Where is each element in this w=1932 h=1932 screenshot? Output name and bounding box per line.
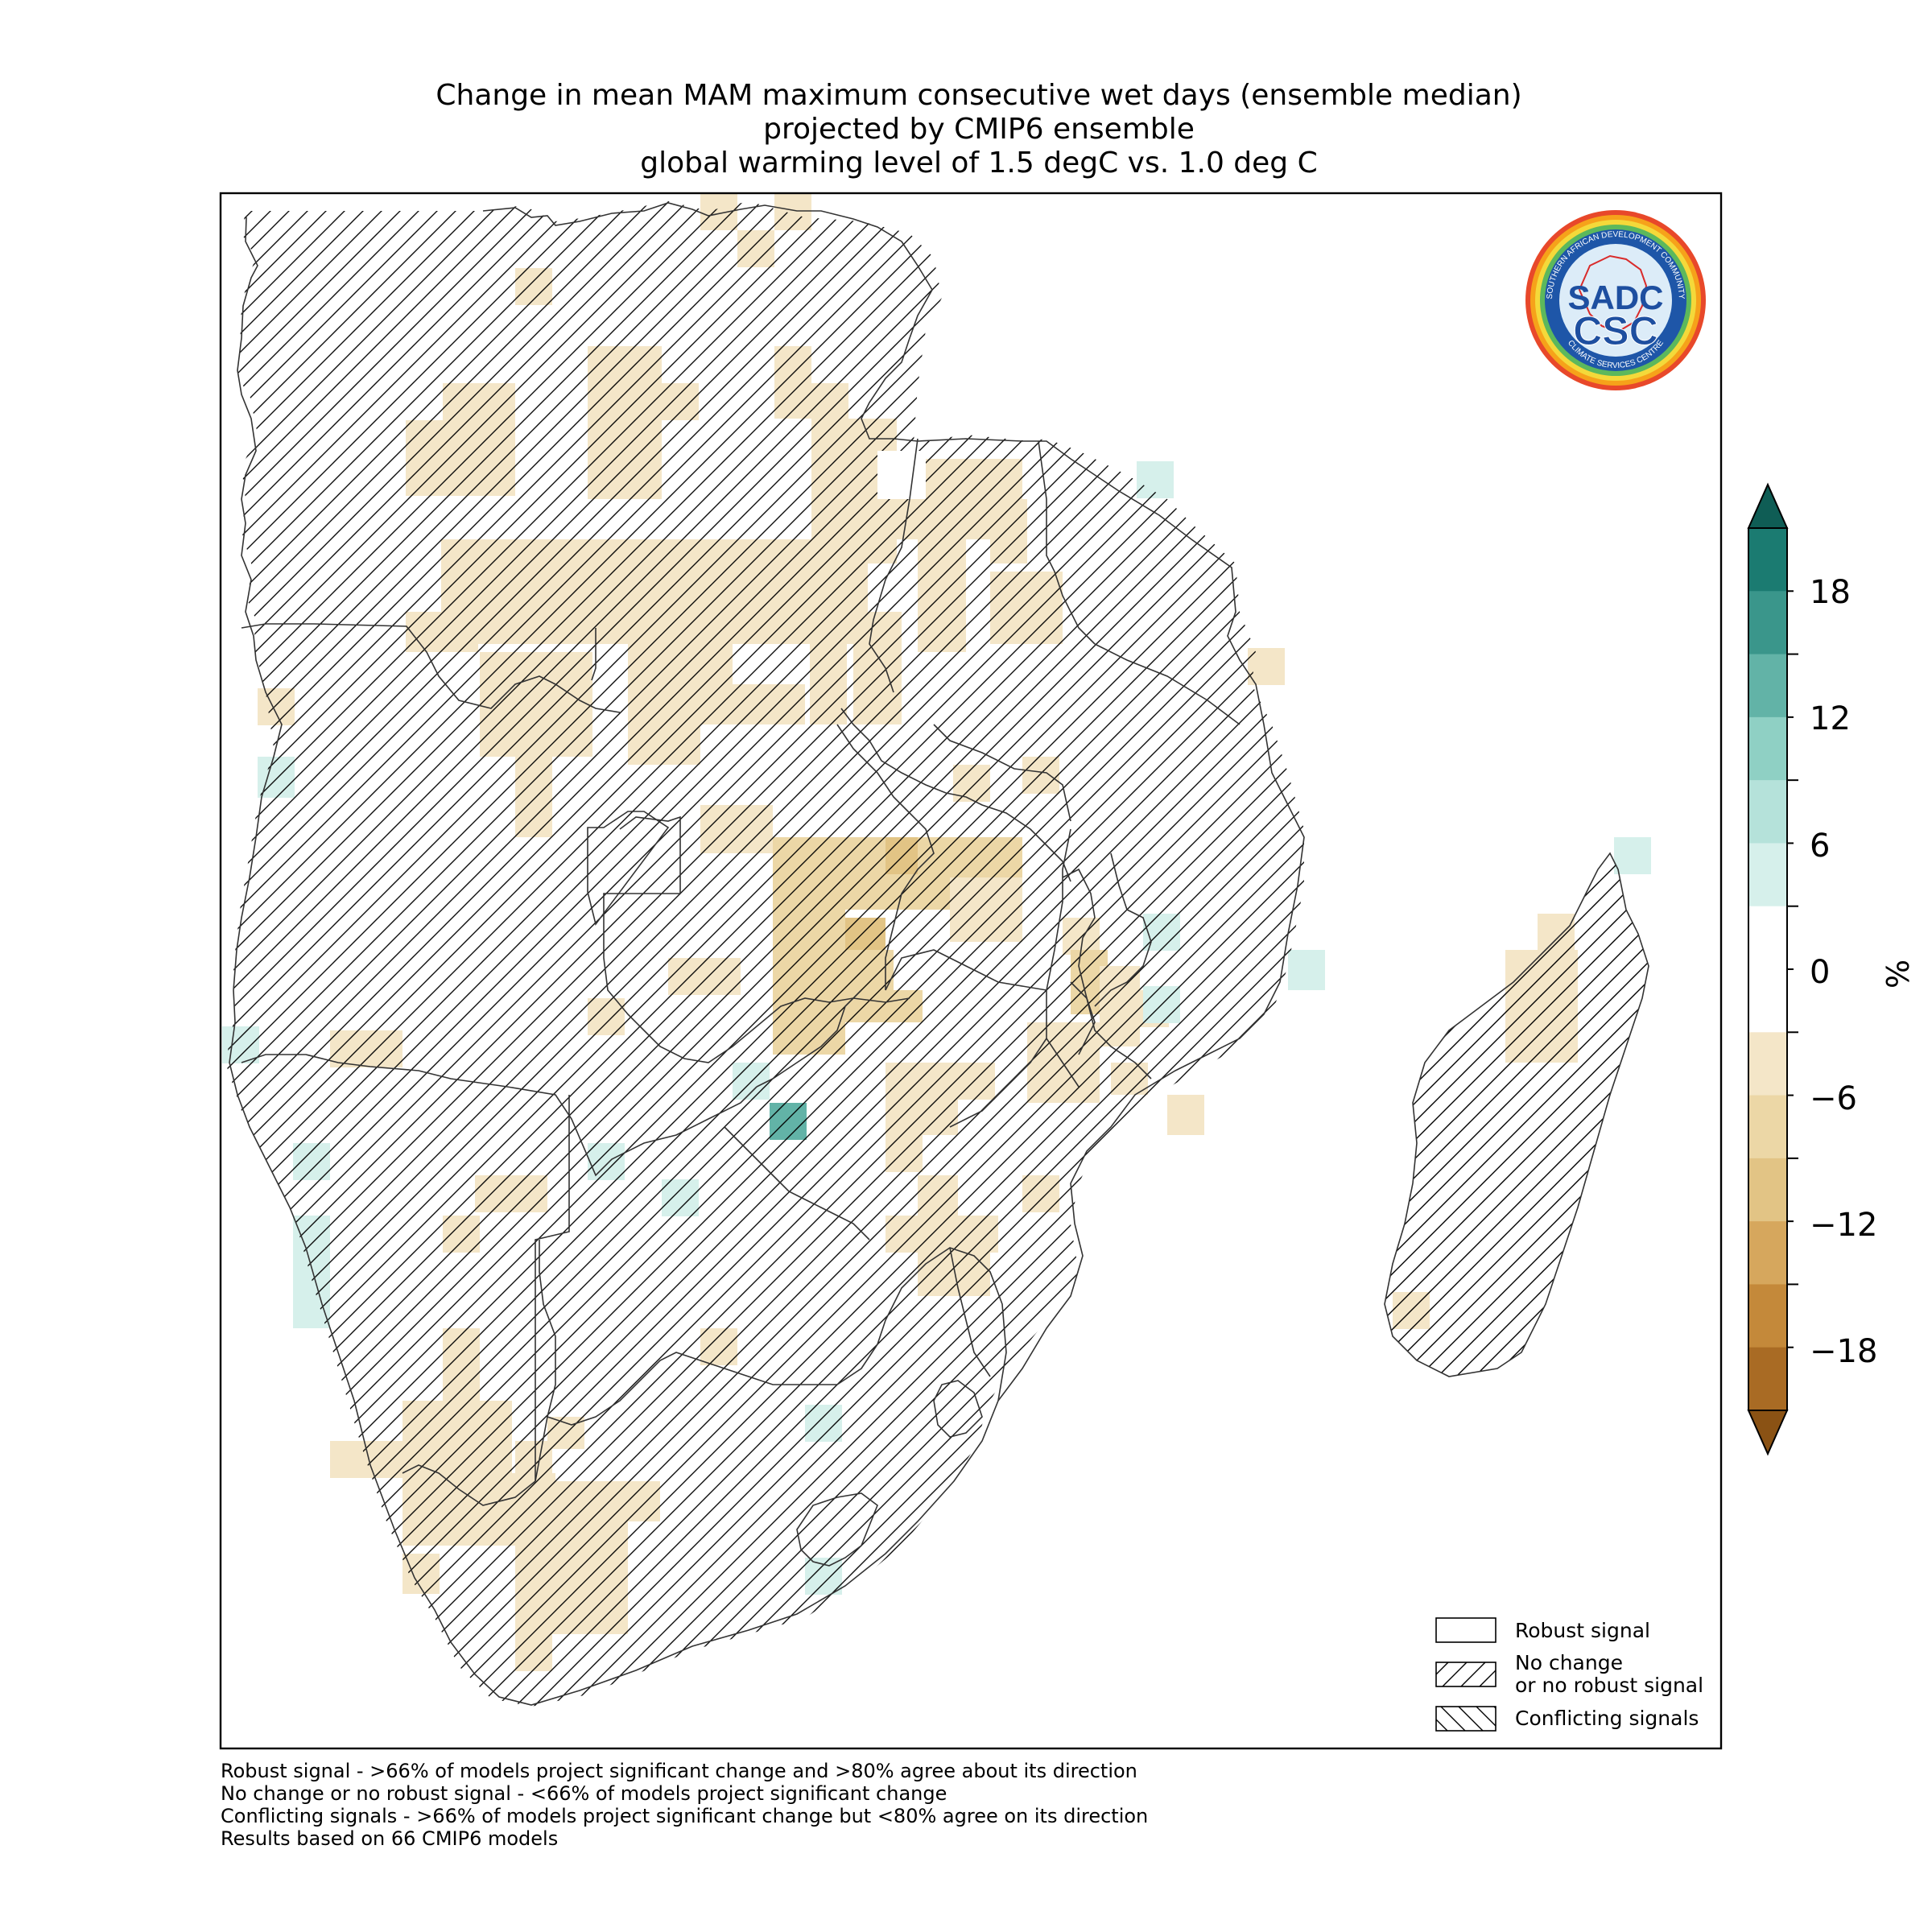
colorbar-tick-12: 12	[1810, 700, 1851, 737]
title-line-3: global warming level of 1.5 degC vs. 1.0…	[640, 147, 1318, 180]
colorbar-segment	[1748, 1221, 1787, 1285]
colorbar-segment	[1748, 1347, 1787, 1411]
colorbar-segment	[1748, 1284, 1787, 1348]
colorbar-tick-minus-12: −12	[1810, 1207, 1878, 1244]
plot-frame	[219, 192, 1723, 1750]
colorbar-segment	[1748, 528, 1787, 592]
colorbar-tick-minus-18: −18	[1810, 1333, 1878, 1370]
colorbar-extend-min	[1747, 1410, 1789, 1456]
colorbar-extend-max	[1747, 482, 1789, 529]
colorbar-segment	[1748, 780, 1787, 844]
legend-label-no-change: No change or no robust signal	[1515, 1651, 1704, 1697]
madagascar-hatch	[1385, 853, 1649, 1377]
colorbar-segment	[1748, 716, 1787, 781]
colorbar-tick-18: 18	[1810, 574, 1851, 611]
colorbar-segment	[1748, 906, 1787, 970]
colorbar-segment	[1748, 591, 1787, 655]
colorbar	[1747, 482, 1798, 1456]
grid-cell	[1614, 837, 1651, 874]
colorbar-segment	[1748, 1158, 1787, 1222]
legend	[1435, 1617, 1496, 1732]
legend-label-robust: Robust signal	[1515, 1619, 1650, 1642]
colorbar-unit: %	[1880, 959, 1917, 989]
mainland-hatch	[225, 201, 1304, 1707]
legend-swatch-no-change	[1435, 1662, 1496, 1687]
grid-cell	[1288, 950, 1325, 990]
sadc-csc-logo: SADC CSC SOUTHERN AFRICAN DEVELOPMENT CO…	[1525, 210, 1706, 390]
footnote-3: Conflicting signals - >66% of models pro…	[221, 1805, 1149, 1827]
colorbar-segment	[1748, 1032, 1787, 1096]
logo-initials-top: SADC	[1567, 279, 1663, 316]
colorbar-tick-0: 0	[1810, 954, 1831, 991]
logo-initials-bottom: CSC	[1573, 308, 1658, 353]
colorbar-segment	[1748, 1095, 1787, 1159]
legend-swatch-conflicting	[1435, 1706, 1496, 1732]
footnote-4: Results based on 66 CMIP6 models	[221, 1827, 559, 1850]
footnote-2: No change or no robust signal - <66% of …	[221, 1782, 947, 1805]
title-line-2: projected by CMIP6 ensemble	[763, 113, 1195, 146]
legend-label-conflicting: Conflicting signals	[1515, 1707, 1699, 1730]
colorbar-segment	[1748, 969, 1787, 1033]
footnote-1: Robust signal - >66% of models project s…	[221, 1760, 1137, 1782]
colorbar-segment	[1748, 843, 1787, 907]
colorbar-tick-minus-6: −6	[1810, 1080, 1857, 1117]
grid-cell	[1167, 1095, 1204, 1135]
legend-swatch-robust	[1435, 1617, 1496, 1643]
country-borders	[229, 202, 1649, 1706]
colorbar-segment	[1748, 654, 1787, 718]
colorbar-tick-6: 6	[1810, 828, 1831, 865]
title-line-1: Change in mean MAM maximum consecutive w…	[436, 79, 1522, 112]
